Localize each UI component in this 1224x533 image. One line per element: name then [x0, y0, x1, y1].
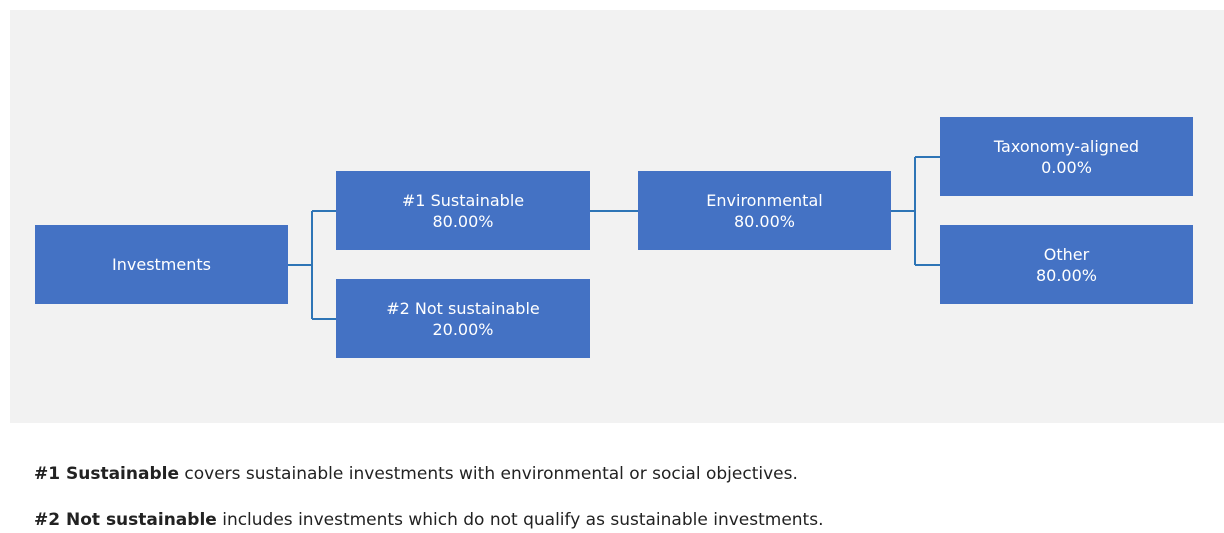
node-label: #2 Not sustainable — [386, 298, 540, 318]
node-value: 0.00% — [1041, 157, 1092, 177]
node-environmental: Environmental 80.00% — [638, 171, 891, 250]
node-value: 20.00% — [432, 319, 494, 339]
note-sustainable: #1 Sustainable covers sustainable invest… — [34, 464, 798, 484]
diagram-panel — [10, 10, 1224, 423]
node-other: Other 80.00% — [940, 225, 1193, 304]
node-taxonomy-aligned: Taxonomy-aligned 0.00% — [940, 117, 1193, 196]
note-term: #2 Not sustainable — [34, 510, 217, 530]
node-investments: Investments — [35, 225, 288, 304]
node-label: Taxonomy-aligned — [993, 136, 1140, 156]
connector-environmental — [891, 156, 940, 266]
node-sustainable: #1 Sustainable 80.00% — [336, 171, 590, 250]
note-text: includes investments which do not qualif… — [216, 510, 824, 530]
node-value: 80.00% — [432, 211, 494, 231]
connector-investments — [288, 210, 336, 320]
node-value: 80.00% — [733, 211, 795, 231]
node-label: Other — [1043, 244, 1090, 264]
node-value: 80.00% — [1035, 265, 1097, 285]
note-not-sustainable: #2 Not sustainable includes investments … — [34, 510, 823, 530]
node-label: #1 Sustainable — [401, 190, 525, 210]
node-label: Investments — [112, 255, 211, 274]
note-term: #1 Sustainable — [34, 464, 179, 484]
note-text: covers sustainable investments with envi… — [178, 464, 798, 484]
node-label: Environmental — [706, 190, 823, 210]
node-not-sustainable: #2 Not sustainable 20.00% — [336, 279, 590, 358]
